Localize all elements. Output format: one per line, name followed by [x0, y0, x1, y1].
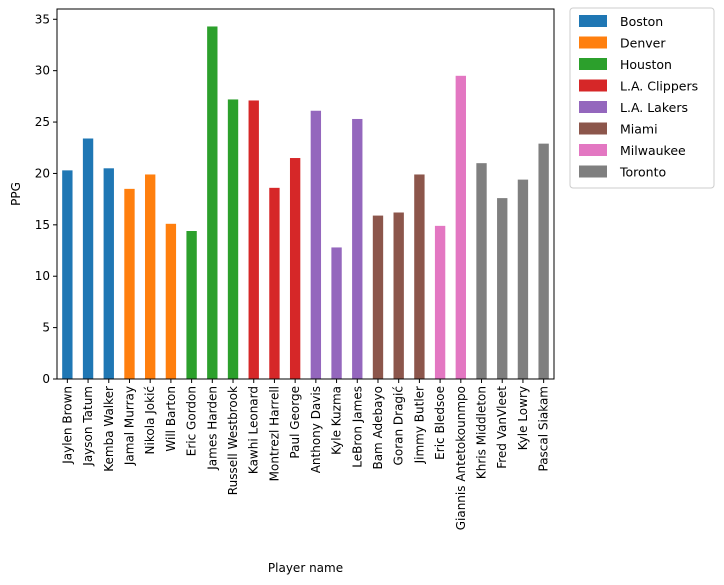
x-tick-label: Eric Gordon [185, 386, 199, 456]
x-tick-label: Fred VanVleet [495, 386, 509, 469]
x-tick-label: Russell Westbrook [226, 386, 240, 495]
x-tick-label: Nikola Jokić [143, 386, 157, 454]
y-tick-label: 30 [35, 64, 50, 78]
y-tick-label: 0 [42, 372, 50, 386]
x-tick-label: Bam Adebayo [371, 386, 385, 470]
bar-5 [165, 223, 177, 379]
bar-13 [331, 247, 342, 379]
x-tick-label: Kyle Kuzma [330, 386, 344, 455]
bar-19 [455, 75, 466, 380]
bar-10 [269, 187, 280, 379]
x-tick-label: Jayson Tatum [81, 386, 95, 467]
y-tick-label: 35 [35, 12, 50, 26]
y-tick-label: 20 [35, 166, 50, 180]
bar-7 [207, 26, 218, 379]
legend-swatch [579, 79, 607, 92]
bar-6 [186, 231, 197, 379]
bar-0 [62, 170, 73, 379]
bar-3 [124, 188, 135, 379]
legend-swatch [579, 101, 607, 113]
x-tick-label: Goran Dragić [392, 386, 406, 465]
y-tick-label: 25 [35, 115, 50, 129]
legend-swatch [579, 122, 607, 135]
legend-label: Toronto [619, 165, 666, 180]
bar-14 [352, 118, 363, 379]
x-tick-label: Montrezl Harrell [267, 386, 281, 481]
x-tick-label: Kemba Walker [102, 386, 116, 472]
x-tick-label: Paul George [288, 386, 302, 459]
bars-group [62, 26, 549, 380]
y-tick-label: 5 [42, 321, 50, 335]
bar-15 [372, 215, 384, 379]
legend-label: L.A. Clippers [620, 79, 698, 94]
x-tick-label: Pascal Siakam [537, 386, 551, 472]
bar-17 [414, 174, 425, 379]
x-tick-label: Anthony Davis [309, 386, 323, 473]
x-tick-label: Will Barton [164, 386, 178, 452]
x-tick-label: James Harden [205, 386, 219, 471]
bar-11 [289, 158, 301, 379]
legend: Boston Denver Houston L.A. Clippers L.A. Lak… [569, 7, 715, 189]
bar-16 [393, 212, 404, 379]
x-tick-label: Kyle Lowry [516, 386, 530, 450]
y-tick-label: 10 [35, 269, 50, 283]
bar-2 [103, 168, 114, 379]
legend-swatch [579, 36, 607, 49]
x-tick-label: Khris Middleton [475, 386, 489, 479]
x-tick-label: Jimmy Butler [412, 386, 426, 464]
bar-21 [497, 198, 508, 379]
legend-label: Miami [620, 122, 658, 137]
x-tick-label: Giannis Antetokounmpo [454, 386, 468, 530]
plot-frame [56, 8, 555, 380]
legend-label: Houston [620, 57, 672, 72]
x-tick-label: Kawhi Leonard [247, 386, 261, 474]
x-axis: Jaylen Brown Jayson Tatum Kemba Walker Jama… [60, 379, 551, 530]
legend-label: L.A. Lakers [620, 100, 688, 115]
bar-8 [227, 99, 239, 379]
legend-label: Milwaukee [620, 143, 686, 158]
legend-swatch [579, 165, 607, 178]
bar-4 [145, 174, 156, 379]
bar-18 [434, 225, 446, 379]
x-tick-label: Jamal Murray [122, 386, 136, 466]
bar-9 [248, 100, 259, 379]
y-axis: 0 5 10 15 20 25 30 35 [35, 12, 57, 386]
x-axis-label: Player name [268, 561, 343, 575]
x-tick-label: Jaylen Brown [60, 386, 74, 465]
legend-swatch [579, 144, 607, 156]
y-tick-label: 15 [35, 218, 50, 232]
legend-label: Denver [620, 36, 666, 51]
legend-swatch [579, 58, 607, 70]
bar-1 [82, 138, 94, 379]
x-tick-label: LeBron James [350, 386, 364, 468]
legend-label: Boston [620, 14, 663, 29]
bar-22 [517, 179, 529, 379]
legend-swatch [579, 15, 607, 27]
bar-20 [476, 163, 487, 379]
x-tick-label: Eric Bledsoe [433, 386, 447, 460]
legend-box [569, 7, 715, 189]
y-axis-label: PPG [9, 182, 23, 206]
bar-12 [310, 110, 322, 379]
bar-23 [538, 143, 549, 379]
